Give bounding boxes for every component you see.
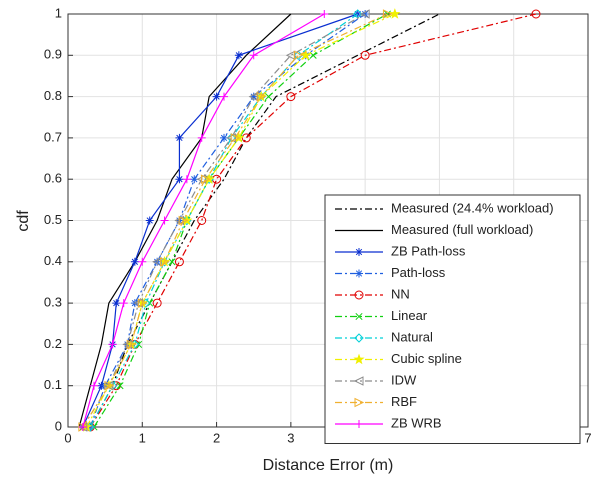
y-axis-label: cdf <box>15 210 32 232</box>
data-point <box>104 380 114 391</box>
data-point <box>175 175 184 184</box>
data-point <box>200 174 211 185</box>
legend-marker <box>354 290 364 300</box>
legend-marker <box>353 376 364 386</box>
legend-label: Natural <box>391 329 433 344</box>
data-point <box>78 423 87 431</box>
x-tick-label: 0 <box>64 430 71 445</box>
data-point <box>286 92 296 102</box>
y-tick-label: 0.6 <box>44 171 62 186</box>
legend-label: Path-loss <box>391 265 446 280</box>
data-point <box>112 299 121 308</box>
legend-label: Linear <box>391 308 428 323</box>
data-point <box>248 91 259 102</box>
legend-label: Measured (24.4% workload) <box>391 200 554 215</box>
legend-label: NN <box>391 286 410 301</box>
legend-marker <box>354 397 365 408</box>
legend-marker <box>355 248 363 256</box>
data-point <box>361 10 370 18</box>
legend-label: RBF <box>391 394 417 409</box>
data-point <box>90 381 98 390</box>
data-point <box>178 215 189 226</box>
y-tick-label: 1 <box>55 5 62 20</box>
data-point <box>182 175 191 184</box>
x-tick-label: 3 <box>287 430 294 445</box>
data-point <box>197 133 206 142</box>
series-line <box>89 13 440 428</box>
y-tick-label: 0.8 <box>44 88 62 103</box>
data-point <box>230 133 241 143</box>
series-line <box>82 13 388 428</box>
y-tick-label: 0.9 <box>44 47 62 62</box>
data-point <box>137 298 148 308</box>
data-point <box>212 92 221 101</box>
data-point <box>160 256 170 267</box>
y-tick-label: 0 <box>55 418 62 433</box>
x-tick-label: 7 <box>584 430 591 445</box>
data-point <box>197 216 207 225</box>
y-tick-label: 0.2 <box>44 336 62 351</box>
data-point <box>119 299 128 308</box>
legend-marker <box>354 333 364 343</box>
series-line <box>78 13 292 428</box>
data-point <box>285 50 296 61</box>
data-point <box>152 256 162 267</box>
legend-label: Measured (full workload) <box>391 222 533 237</box>
legend-marker <box>353 353 365 365</box>
data-point <box>293 50 304 61</box>
data-point <box>360 9 370 19</box>
data-point <box>168 258 176 266</box>
data-point <box>86 423 95 431</box>
x-tick-label: 1 <box>139 430 146 445</box>
data-point <box>190 175 199 184</box>
legend-label: IDW <box>391 372 417 387</box>
data-point <box>389 8 401 19</box>
series-line <box>89 13 537 428</box>
legend-label: ZB Path-loss <box>391 243 466 258</box>
data-point <box>220 92 228 101</box>
data-point <box>126 339 137 350</box>
data-point <box>138 257 147 266</box>
data-point <box>265 93 273 101</box>
y-tick-label: 0.3 <box>44 295 62 310</box>
data-point <box>212 174 222 184</box>
data-point <box>360 50 370 60</box>
data-point <box>160 216 169 225</box>
data-point <box>116 382 124 390</box>
data-point <box>531 9 541 19</box>
y-tick-label: 0.1 <box>44 377 62 392</box>
data-point <box>234 51 243 60</box>
data-point <box>249 51 258 60</box>
x-tick-label: 2 <box>213 430 220 445</box>
legend-marker <box>355 420 363 428</box>
legend-marker <box>355 312 363 321</box>
data-point <box>249 92 258 101</box>
data-point <box>108 340 117 349</box>
data-point <box>130 257 139 266</box>
data-point <box>382 9 393 19</box>
y-tick-label: 0.7 <box>44 129 62 144</box>
data-point <box>320 10 329 18</box>
legend-label: Cubic spline <box>391 351 462 366</box>
data-point <box>145 216 154 225</box>
data-point <box>175 133 184 142</box>
y-tick-label: 0.5 <box>44 212 62 227</box>
data-point <box>256 91 267 102</box>
data-point <box>174 257 184 267</box>
legend-label: ZB WRB <box>391 415 442 430</box>
y-tick-label: 0.4 <box>44 253 62 268</box>
x-axis-label: Distance Error (m) <box>263 457 394 474</box>
data-point <box>241 133 251 143</box>
data-point <box>152 298 162 308</box>
legend-marker <box>355 269 363 278</box>
data-point <box>220 133 228 142</box>
